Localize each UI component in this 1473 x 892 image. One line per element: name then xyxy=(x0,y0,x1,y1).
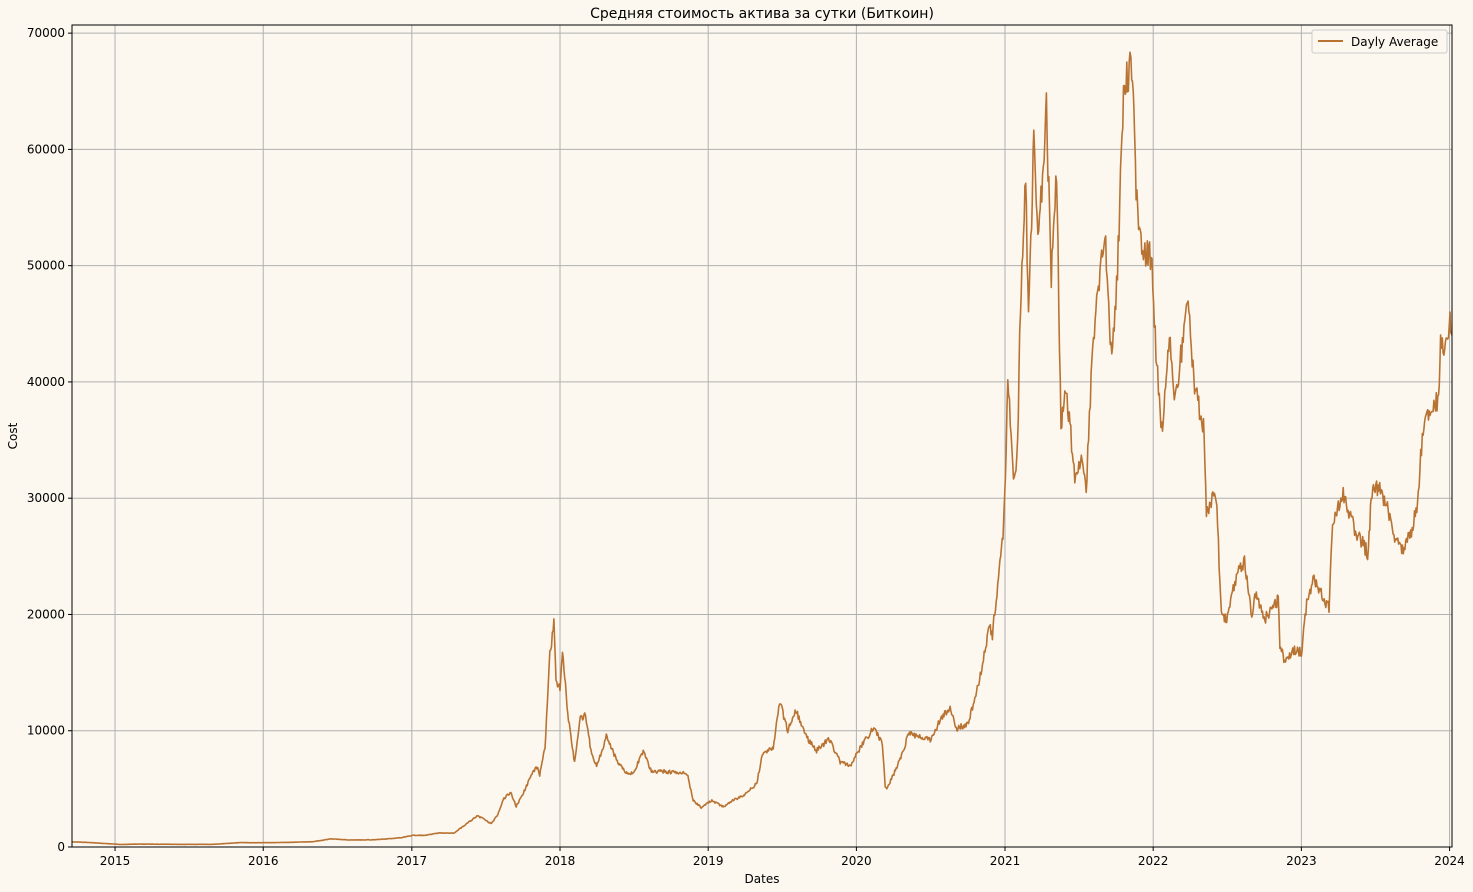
y-tick-label-10000: 10000 xyxy=(27,724,65,738)
y-tick-label-0: 0 xyxy=(57,840,65,854)
y-tick-label-40000: 40000 xyxy=(27,375,65,389)
x-tick-label-2021: 2021 xyxy=(990,854,1021,868)
y-tick-label-50000: 50000 xyxy=(27,259,65,273)
series-layer xyxy=(72,51,1452,846)
x-tick-label-2020: 2020 xyxy=(841,854,872,868)
x-axis-label: Dates xyxy=(745,872,780,886)
y-axis-label: Cost xyxy=(6,422,20,449)
chart-title: Средняя стоимость актива за сутки (Битко… xyxy=(590,6,934,22)
y-tick-label-20000: 20000 xyxy=(27,607,65,621)
legend-box xyxy=(1311,29,1448,54)
x-tick-label-2024: 2024 xyxy=(1434,854,1465,868)
x-axis: 2015 2016 2017 2018 2019 2020 2021 2022 2023 2024 xyxy=(100,847,1465,868)
x-tick-label-2019: 2019 xyxy=(693,854,724,868)
y-tick-label-60000: 60000 xyxy=(27,142,65,156)
x-tick-label-2022: 2022 xyxy=(1138,854,1169,868)
y-tick-label-70000: 70000 xyxy=(27,26,65,40)
series-line-dayly-average xyxy=(72,51,1452,846)
grid xyxy=(72,25,1452,848)
x-tick-label-2015: 2015 xyxy=(100,854,131,868)
legend: Dayly Average xyxy=(1311,29,1448,54)
x-tick-label-2017: 2017 xyxy=(397,854,428,868)
x-tick-label-2018: 2018 xyxy=(545,854,576,868)
x-tick-label-2016: 2016 xyxy=(248,854,279,868)
x-tick-label-2023: 2023 xyxy=(1286,854,1317,868)
plot-frame xyxy=(71,24,1453,848)
y-axis: 0 10000 20000 30000 40000 50000 60000 70000 xyxy=(27,26,72,854)
legend-label-dayly-average: Dayly Average xyxy=(1351,35,1438,49)
y-tick-label-30000: 30000 xyxy=(27,491,65,505)
